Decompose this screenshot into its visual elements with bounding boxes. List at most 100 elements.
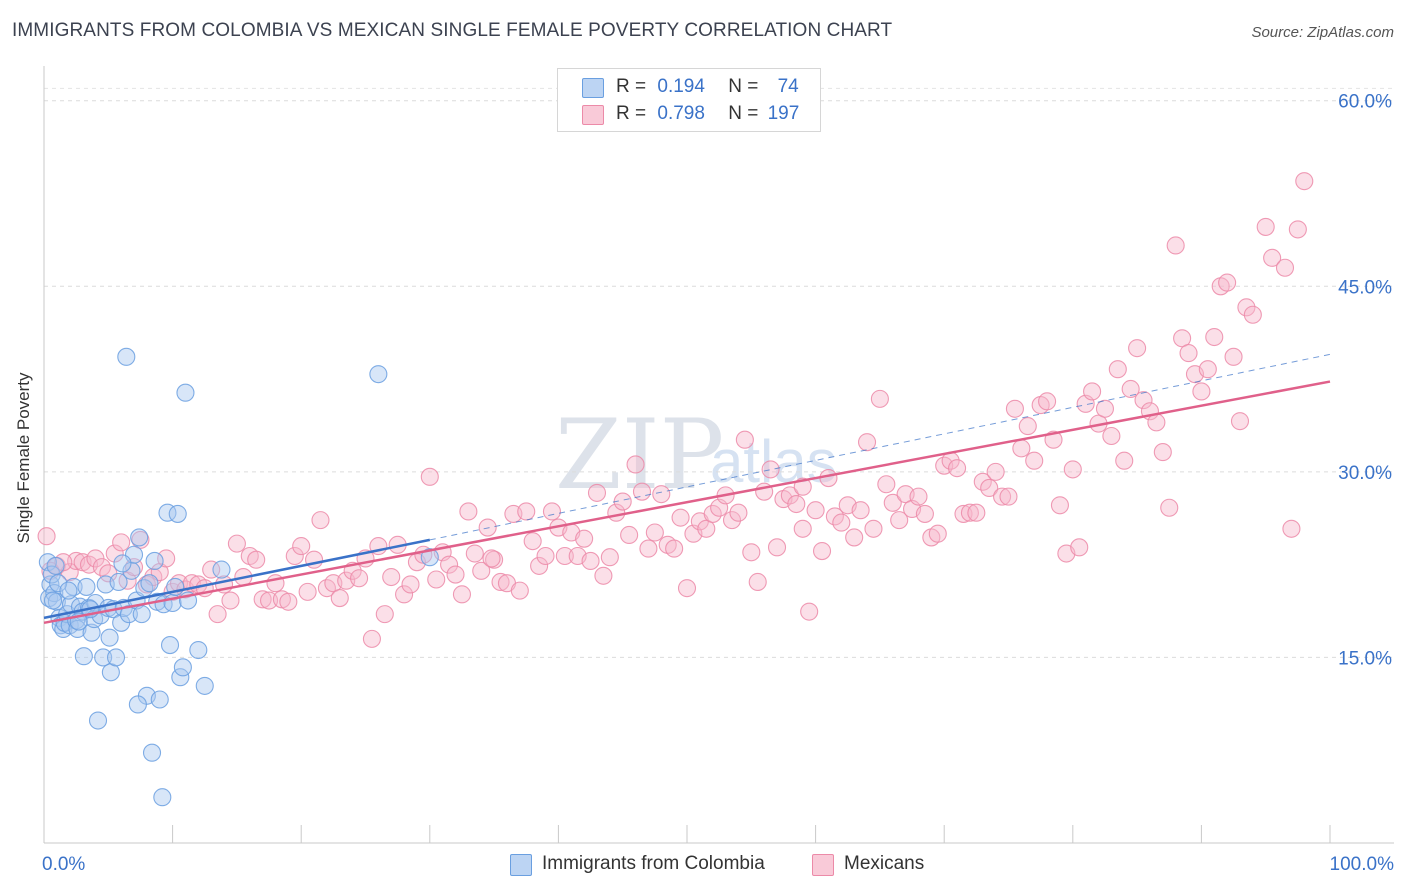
mexican-point	[800, 602, 819, 621]
mexican-point	[587, 483, 607, 502]
mexican-point	[227, 534, 246, 553]
mexican-point	[208, 605, 227, 624]
colombia-trend-line	[43, 538, 431, 620]
mexican-point	[330, 589, 349, 608]
mexican-point	[1179, 344, 1198, 363]
mexican-point	[375, 605, 394, 624]
mexican-point	[1005, 399, 1024, 418]
mexican-point	[157, 549, 176, 568]
mexican-point	[382, 567, 401, 587]
mexican-point	[967, 503, 986, 522]
colombia-point	[212, 560, 231, 579]
mexican-point	[1192, 382, 1211, 401]
colombia-point	[142, 743, 162, 762]
mexican-point	[864, 519, 883, 538]
colombia-point	[195, 676, 214, 695]
mexican-point	[948, 459, 967, 478]
colombia-point	[128, 695, 147, 714]
mexican-point	[806, 501, 825, 520]
colombia-point	[46, 556, 65, 575]
legend-swatch-colombia	[582, 78, 604, 98]
mexican-point	[735, 430, 754, 449]
mexican-point	[928, 524, 947, 543]
mexican-point	[1275, 258, 1295, 277]
mexican-point	[909, 487, 928, 506]
colombia-point	[173, 658, 192, 677]
mexican-point	[1095, 399, 1114, 418]
colombia-point	[168, 504, 187, 523]
colombia-point	[153, 788, 172, 807]
bottom-legend-label: Mexicans	[844, 853, 925, 874]
colombia-point	[106, 648, 126, 667]
mexican-point	[446, 565, 465, 584]
mexican-point	[427, 570, 446, 589]
mexican-point	[890, 511, 909, 530]
mexican-point	[581, 551, 600, 570]
mexican-point	[362, 629, 381, 648]
mexican-point	[517, 502, 536, 521]
mexican-point	[767, 538, 787, 557]
mexican-point	[832, 513, 851, 532]
mexican-point	[350, 569, 369, 588]
correlation-legend: R = 0.194 N = 74 R = 0.798 N = 197	[557, 68, 821, 132]
mexican-point	[202, 560, 221, 579]
mexican-point	[1121, 379, 1140, 399]
colombia-point	[88, 711, 108, 730]
mexican-point	[1282, 519, 1301, 538]
colombia-point	[117, 347, 136, 366]
colombia-point	[113, 554, 132, 573]
mexican-point	[870, 389, 889, 408]
mexican-point	[761, 460, 780, 479]
mexican-point	[632, 482, 652, 501]
mexican-point	[665, 539, 684, 558]
mexican-point	[819, 469, 838, 488]
legend-r-label: R =	[616, 76, 647, 97]
colombia-point	[150, 690, 169, 709]
tick-labels: 15.0% 30.0% 45.0% 60.0% 0.0% 100.0%	[42, 92, 1394, 875]
legend-r-value: 0.194	[657, 76, 705, 97]
mexican-point	[787, 494, 806, 514]
colombia-point	[145, 551, 164, 570]
mexican-point	[530, 556, 549, 575]
y-tick-label: 60.0%	[1338, 92, 1392, 113]
mexican-point	[472, 561, 491, 580]
watermark-main: ZIP	[555, 399, 724, 511]
colombia-point	[176, 383, 195, 402]
mexican-point	[1050, 496, 1069, 515]
colombia-point	[43, 591, 63, 610]
mexican-point	[1018, 417, 1037, 436]
mexican-point	[1038, 392, 1057, 411]
data-points	[37, 172, 1314, 807]
mexican-point	[793, 519, 812, 538]
mexican-point	[999, 487, 1018, 506]
mexican-point	[1288, 220, 1307, 239]
chart-title: IMMIGRANTS FROM COLOMBIA VS MEXICAN SING…	[12, 20, 893, 41]
colombia-point	[100, 628, 119, 647]
mexican-point	[452, 585, 472, 604]
colombia-point	[132, 605, 151, 624]
mexican-point	[1083, 382, 1102, 401]
mexican-point	[600, 548, 619, 567]
mexican-point	[1012, 439, 1031, 458]
mexican-point	[748, 572, 767, 592]
mexican-point	[1102, 426, 1121, 446]
mexican-point	[285, 546, 304, 566]
x-tick-label: 100.0%	[1330, 854, 1395, 875]
mexican-point	[1224, 347, 1243, 366]
colombia-point	[77, 577, 96, 596]
mexican-point	[1115, 451, 1134, 470]
mexican-point	[652, 485, 671, 504]
mexican-trend-line	[43, 380, 1331, 625]
mexican-point	[542, 502, 562, 521]
mexican-point	[247, 550, 266, 569]
colombia-point	[420, 548, 439, 567]
mexican-point	[1205, 327, 1224, 347]
mexican-point	[1063, 460, 1082, 479]
colombia-point	[130, 528, 149, 547]
mexican-point	[491, 572, 510, 592]
mexican-point	[960, 503, 979, 522]
mexican-point	[1237, 298, 1256, 317]
mexican-point	[620, 525, 639, 545]
legend-n-value: 74	[777, 76, 799, 97]
